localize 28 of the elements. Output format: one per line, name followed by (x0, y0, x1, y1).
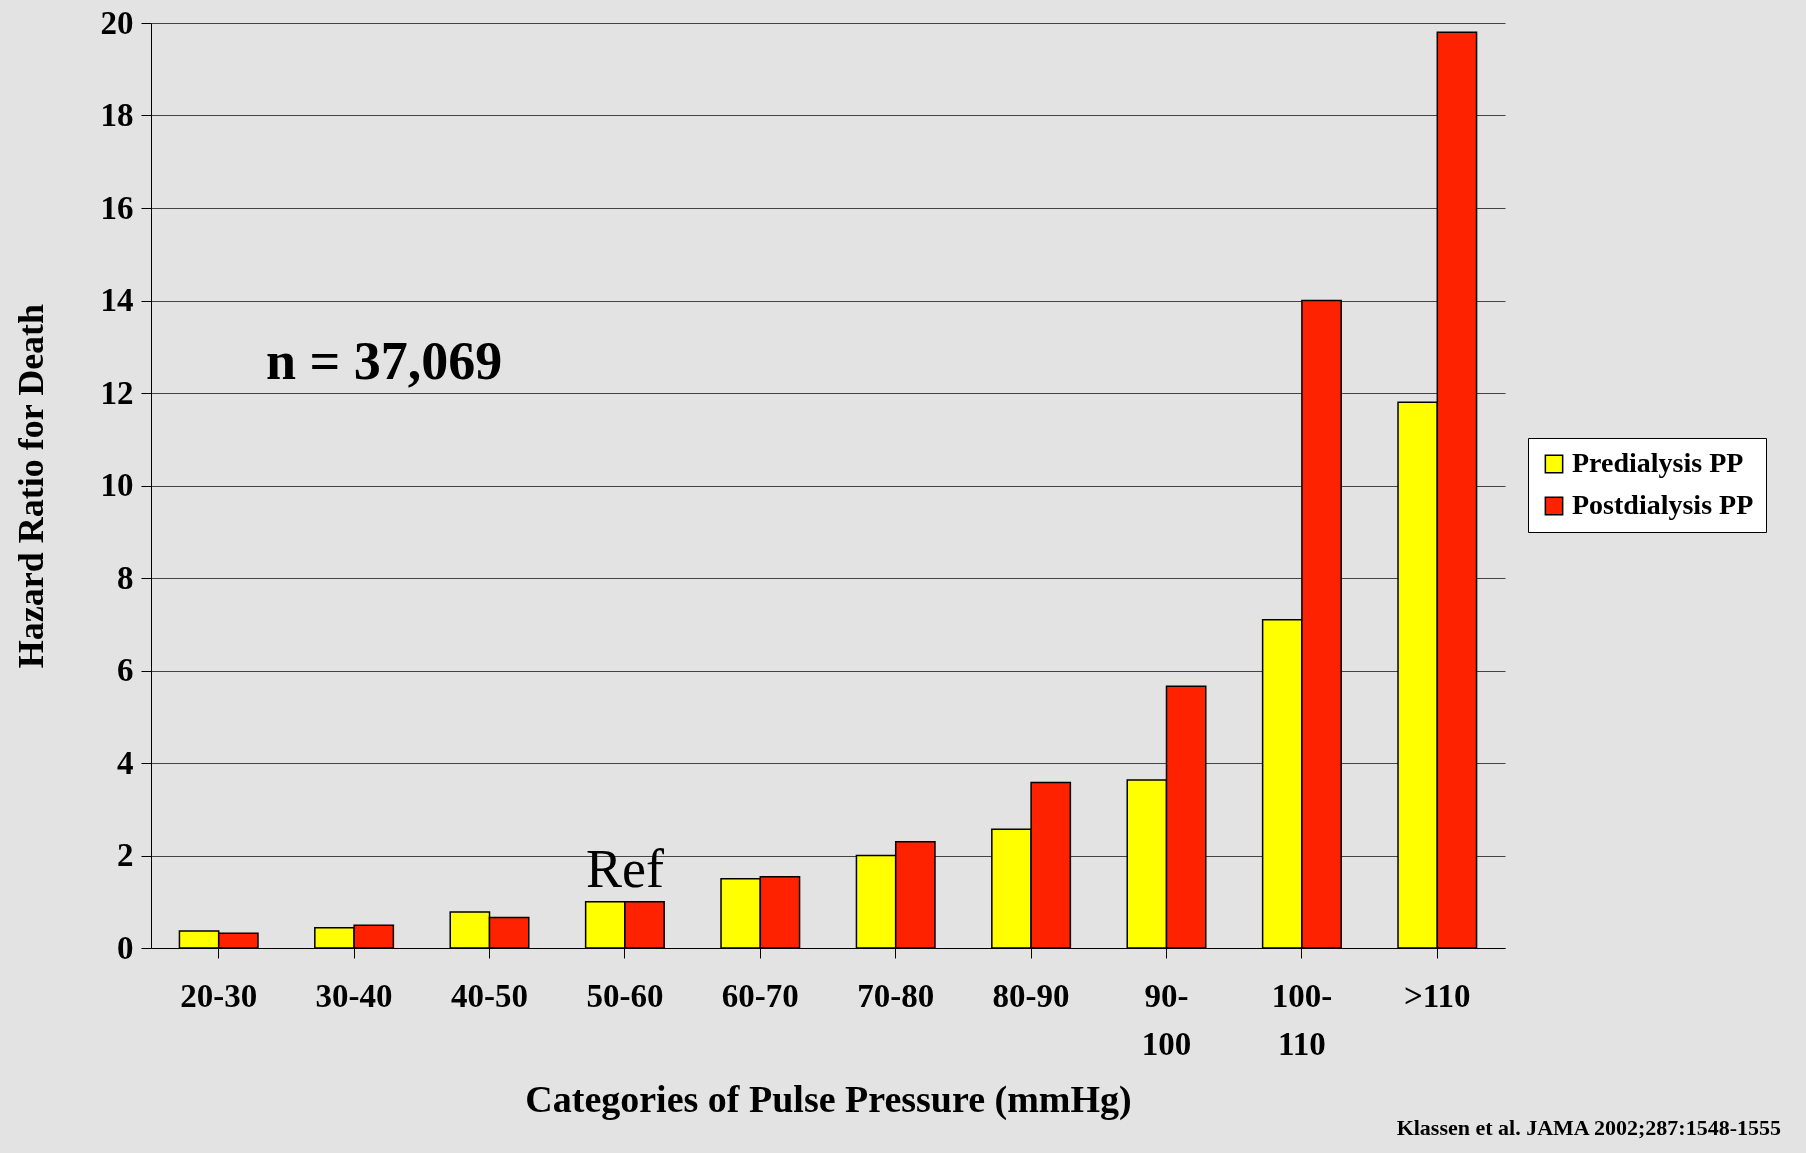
y-axis-title: Hazard Ratio for Death (10, 303, 51, 669)
y-tick-label: 0 (117, 929, 134, 966)
x-tick-label: 70-80 (857, 977, 935, 1014)
x-tick-label: 30-40 (315, 977, 393, 1014)
x-tick-label: 40-50 (451, 977, 528, 1014)
y-tick-label: 4 (117, 744, 134, 781)
annotation: n = 37,069 (266, 331, 503, 391)
y-tick-label: 8 (117, 559, 134, 596)
x-tick-label: 100-110 (1271, 977, 1333, 1062)
y-tick-label: 16 (100, 189, 134, 226)
x-tick-label: 90-100 (1141, 977, 1192, 1062)
y-tick-label: 14 (100, 282, 134, 318)
annotation: Ref (585, 838, 664, 899)
legend-label: Postdialysis PP (1572, 489, 1754, 520)
y-tick-label: 12 (100, 374, 134, 411)
y-tick-label: 18 (100, 97, 134, 133)
y-tick-label: 10 (100, 467, 134, 503)
legend-label: Predialysis PP (1572, 447, 1744, 478)
y-tick-label: 2 (117, 837, 134, 873)
x-tick-label: >110 (1404, 977, 1471, 1014)
y-tick-label: 20 (100, 4, 134, 41)
x-tick-label: 50-60 (586, 977, 664, 1014)
x-tick-label: 20-30 (180, 977, 258, 1014)
x-tick-label: 80-90 (992, 977, 1070, 1014)
x-axis-title: Categories of Pulse Pressure (mmHg) (525, 1077, 1132, 1121)
y-tick-label: 6 (117, 652, 134, 688)
x-tick-label: 60-70 (721, 977, 799, 1014)
text: Klassen et al. JAMA 2002;287:1548-1555 (1396, 1115, 1781, 1140)
